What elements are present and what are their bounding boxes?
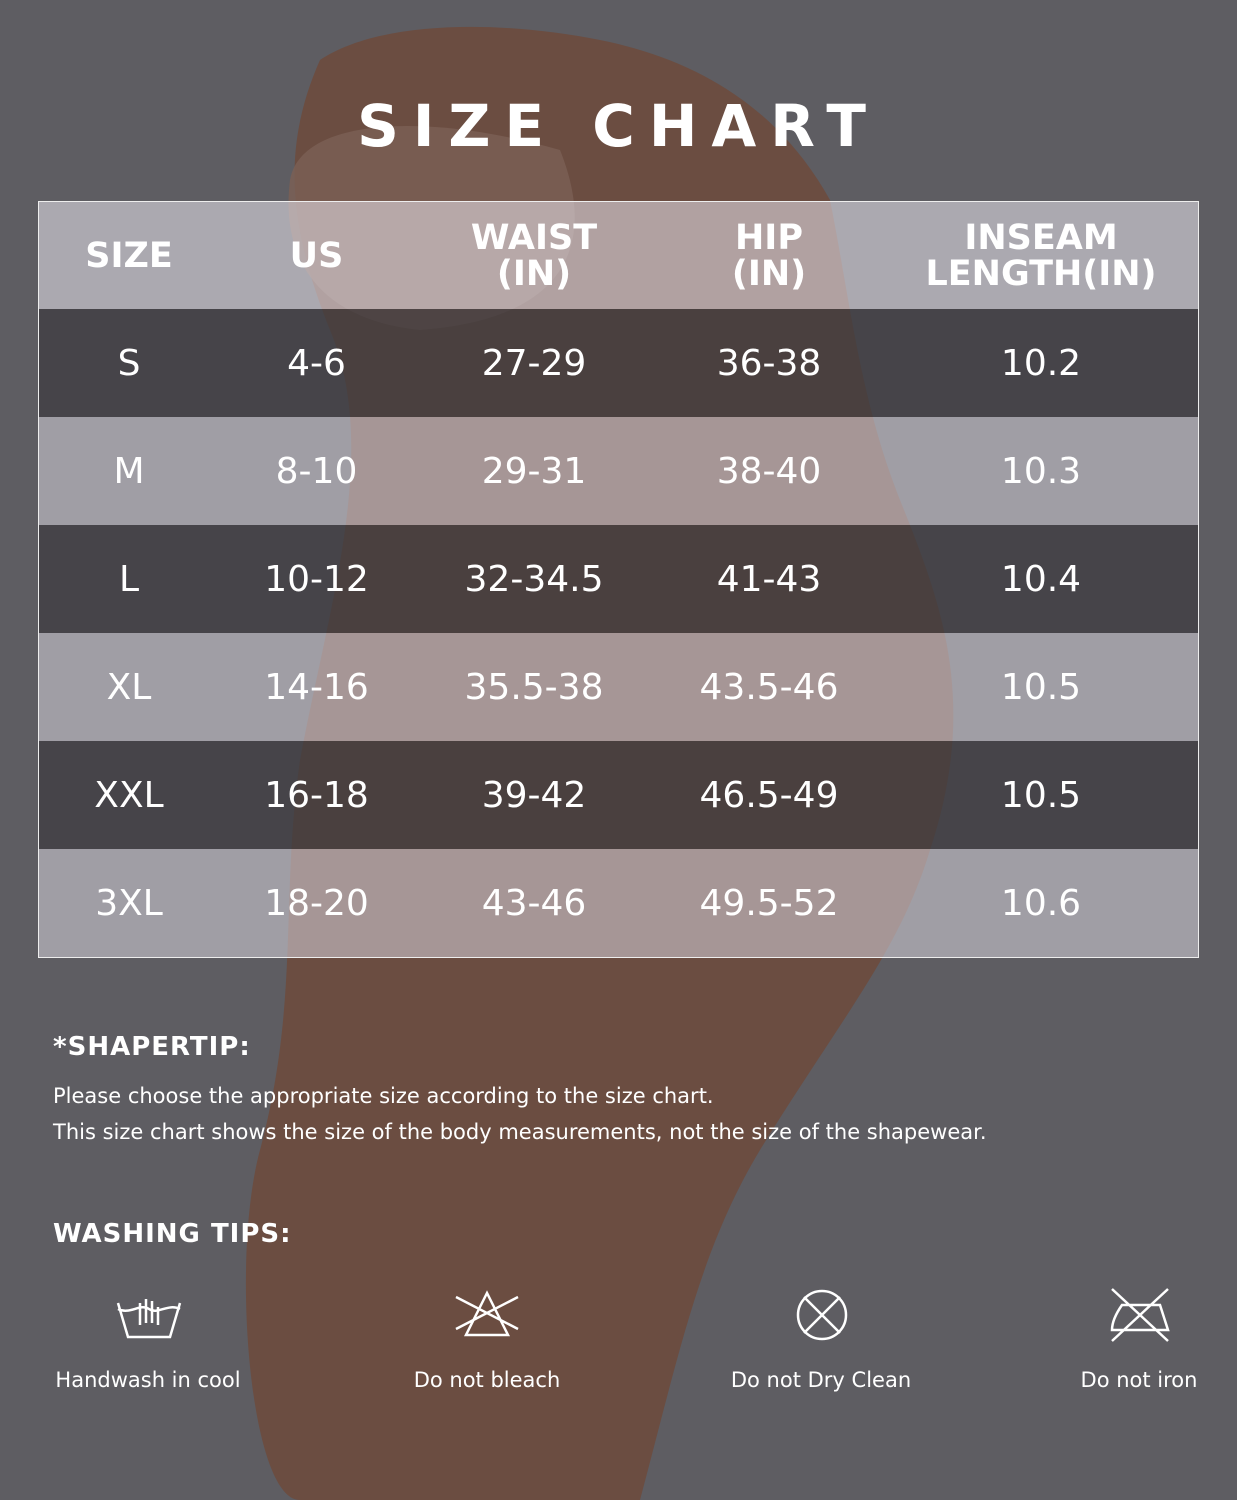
table-cell: 10-12 (264, 558, 369, 600)
table-row: XL 14-16 35.5-38 43.5-46 10.5 (39, 633, 1198, 741)
table-cell: 10.5 (1000, 774, 1082, 816)
wash-label: Do not iron (1080, 1368, 1198, 1392)
table-cell: 39-42 (481, 774, 587, 816)
table-cell: 18-20 (264, 882, 369, 924)
table-cell: 16-18 (264, 774, 369, 816)
header-cell: SIZE (39, 238, 219, 274)
table-cell: 10.3 (1000, 450, 1082, 492)
header-text: (IN) (496, 253, 572, 294)
table-cell: 10.4 (1000, 558, 1082, 600)
tip-line: Please choose the appropriate size accor… (53, 1084, 714, 1108)
header-text: WAIST (470, 217, 598, 258)
table-cell: 10.5 (1000, 666, 1082, 708)
table-cell: L (118, 558, 140, 600)
table-cell: S (117, 342, 141, 384)
table-cell: 36-38 (716, 342, 822, 384)
tip-line: This size chart shows the size of the bo… (53, 1120, 987, 1144)
table-cell: 43.5-46 (699, 666, 839, 708)
header-cell: INSEAM LENGTH(IN) (884, 220, 1198, 292)
size-table: SIZE US WAIST (IN) HIP (IN) INSEAM LENGTH(IN) S 4… (38, 201, 1199, 958)
table-row: S 4-6 27-29 36-38 10.2 (39, 309, 1198, 417)
table-cell: 27-29 (481, 342, 587, 384)
wash-label: Do not Dry Clean (730, 1368, 912, 1392)
header-text: LENGTH(IN) (925, 253, 1157, 294)
header-text: HIP (735, 217, 803, 258)
table-cell: 32-34.5 (464, 558, 604, 600)
table-row: M 8-10 29-31 38-40 10.3 (39, 417, 1198, 525)
table-cell: 3XL (95, 882, 163, 924)
table-cell: 10.6 (1000, 882, 1082, 924)
header-text: (IN) (731, 253, 807, 294)
table-cell: XL (106, 666, 152, 708)
table-cell: M (113, 450, 145, 492)
table-cell: 4-6 (287, 342, 346, 384)
header-cell: HIP (IN) (654, 220, 884, 292)
table-cell: 46.5-49 (699, 774, 839, 816)
washing-title: WASHING TIPS: (53, 1219, 292, 1249)
table-cell: XXL (94, 774, 164, 816)
table-cell: 14-16 (264, 666, 369, 708)
table-row: L 10-12 32-34.5 41-43 10.4 (39, 525, 1198, 633)
wash-label: Handwash in cool (55, 1368, 241, 1392)
header-row: SIZE US WAIST (IN) HIP (IN) INSEAM LENGTH(IN) (39, 202, 1198, 309)
header-text: SIZE (85, 235, 173, 276)
header-cell: US (219, 238, 414, 274)
table-cell: 49.5-52 (699, 882, 839, 924)
header-text: US (289, 235, 344, 276)
wash-label: Do not bleach (413, 1368, 561, 1392)
header-cell: WAIST (IN) (414, 220, 654, 292)
table-cell: 41-43 (716, 558, 822, 600)
table-cell: 35.5-38 (464, 666, 604, 708)
wash-icons (116, 1288, 1170, 1342)
shapertip-title: *SHAPERTIP: (53, 1032, 251, 1062)
table-cell: 38-40 (716, 450, 822, 492)
table-cell: 10.2 (1000, 342, 1082, 384)
table-cell: 8-10 (275, 450, 358, 492)
table-row: XXL 16-18 39-42 46.5-49 10.5 (39, 741, 1198, 849)
table-row: 3XL 18-20 43-46 49.5-52 10.6 (39, 849, 1198, 957)
header-text: INSEAM (964, 217, 1118, 258)
table-cell: 29-31 (481, 450, 587, 492)
title: SIZE CHART (357, 92, 880, 160)
table-cell: 43-46 (481, 882, 587, 924)
